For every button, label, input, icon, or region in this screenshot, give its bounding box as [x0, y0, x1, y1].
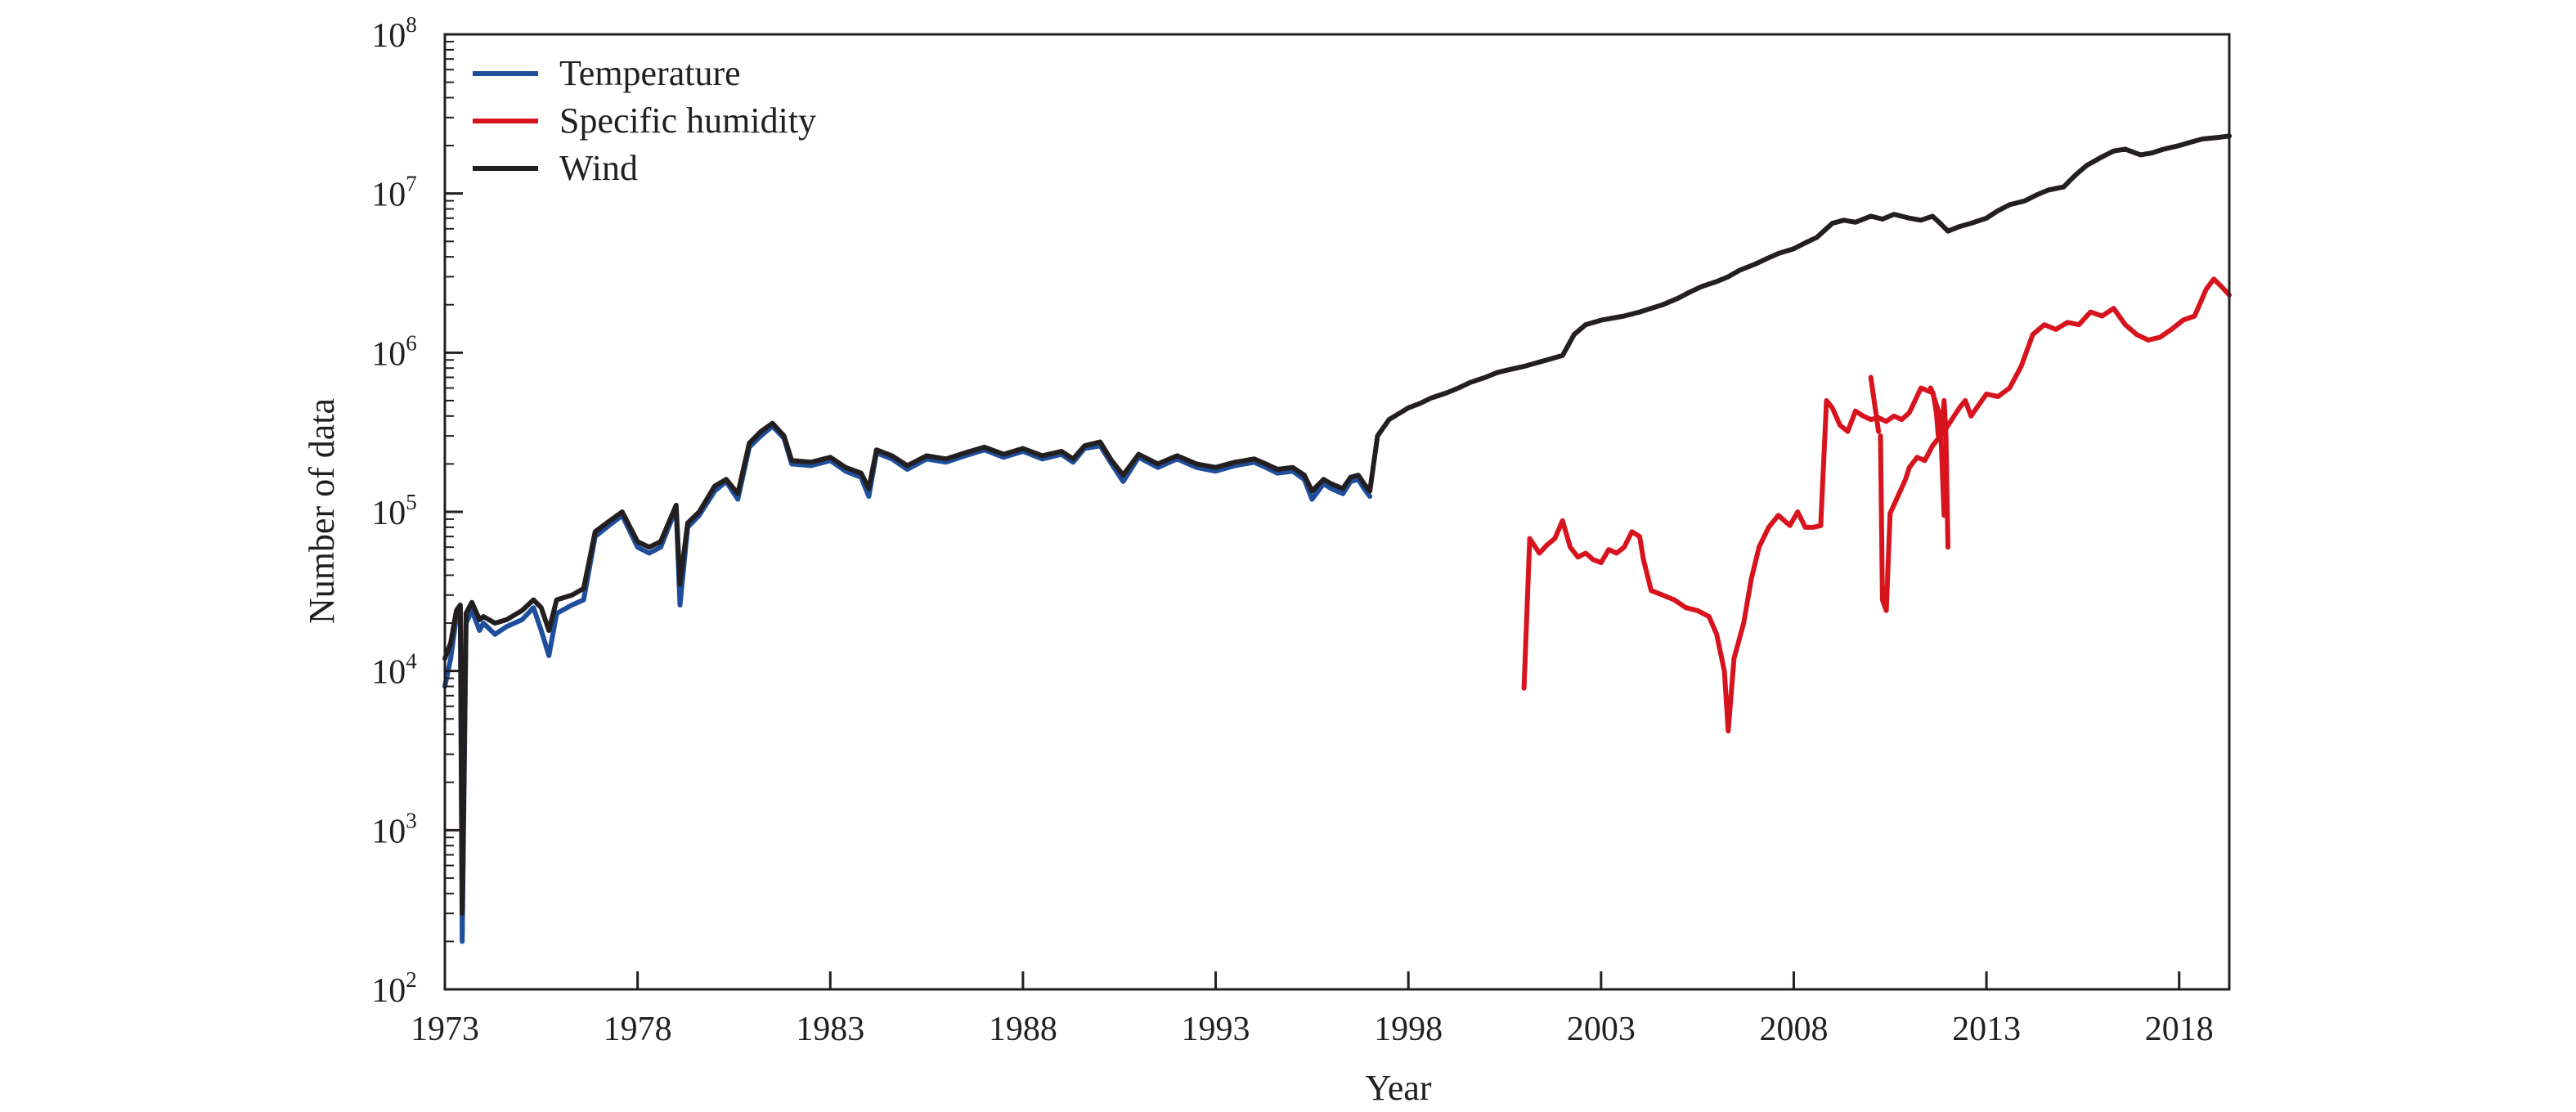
y-tick-label: 105: [371, 490, 417, 532]
series-line-specific-humidity: [1878, 276, 2232, 613]
y-tick-exponent: 6: [406, 330, 417, 355]
y-tick-base: 10: [371, 972, 406, 1010]
y-tick-exponent: 5: [406, 490, 417, 514]
x-axis-title: Year: [1365, 1068, 1431, 1108]
x-tick-label: 1988: [989, 1011, 1057, 1048]
y-tick-label: 108: [371, 12, 417, 55]
series-line-specific-humidity: [1868, 374, 1882, 434]
y-tick-exponent: 3: [406, 808, 417, 832]
x-tick-label: 1983: [796, 1011, 864, 1048]
y-tick-exponent: 4: [406, 649, 417, 674]
y-tick-label: 106: [371, 330, 417, 373]
y-tick-exponent: 8: [406, 12, 417, 37]
y-tick-label: 102: [371, 967, 417, 1010]
y-tick-label: 103: [371, 808, 417, 850]
y-tick-label: 107: [371, 172, 417, 214]
y-tick-base: 10: [371, 813, 406, 850]
series-line-temperature: [442, 424, 1373, 944]
y-tick-base: 10: [371, 177, 406, 214]
y-tick-base: 10: [371, 495, 406, 532]
legend-label-temperature: Temperature: [559, 53, 741, 93]
y-tick-exponent: 2: [406, 967, 417, 992]
tick-labels: 1973 1978 1983 1988 1993 1998 2003 2008 2013 2018…: [371, 12, 2213, 1048]
x-tick-label: 1998: [1374, 1011, 1443, 1048]
x-tick-label: 2018: [2145, 1011, 2214, 1048]
series-line-wind: [442, 133, 2232, 917]
y-tick-label: 104: [371, 649, 417, 692]
x-tick-label: 1973: [411, 1011, 479, 1048]
legend: Temperature Specific humidity Wind: [473, 53, 816, 188]
x-tick-label: 1993: [1182, 1011, 1250, 1048]
x-tick-label: 2008: [1759, 1011, 1828, 1048]
axes: [443, 33, 2231, 991]
y-tick-base: 10: [371, 654, 406, 692]
legend-label-wind: Wind: [559, 148, 638, 188]
x-tick-label: 1978: [604, 1011, 672, 1048]
legend-label-specific-humidity: Specific humidity: [559, 101, 816, 141]
y-tick-base: 10: [371, 17, 406, 55]
series-line-specific-humidity: [1521, 385, 1947, 733]
series-layer: [442, 133, 2232, 944]
x-tick-label: 2013: [1952, 1011, 2021, 1048]
y-axis-title: Number of data: [302, 398, 342, 624]
y-tick-base: 10: [371, 335, 406, 373]
series-line-specific-humidity: [1928, 385, 1950, 550]
x-tick-label: 2003: [1567, 1011, 1636, 1048]
y-tick-exponent: 7: [406, 172, 417, 196]
plot-frame: [443, 33, 2231, 991]
